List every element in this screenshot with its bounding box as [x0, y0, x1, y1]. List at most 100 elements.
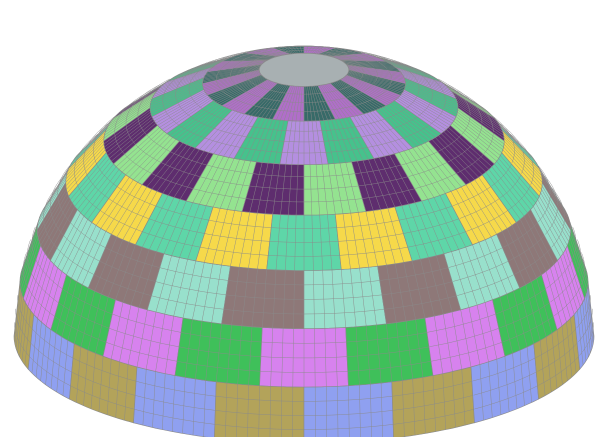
- mesh-line: [199, 246, 269, 256]
- mesh-line: [343, 77, 393, 103]
- mesh-line: [39, 192, 68, 242]
- mesh-line: [192, 154, 219, 203]
- mesh-line: [70, 371, 135, 396]
- mesh-line: [314, 46, 328, 54]
- mesh-line: [40, 196, 69, 246]
- mesh-line: [326, 386, 327, 437]
- mesh-line: [343, 62, 395, 67]
- mesh-line: [149, 197, 175, 250]
- mesh-line: [57, 193, 70, 223]
- mesh-line: [105, 114, 152, 150]
- mesh-line: [346, 332, 428, 343]
- mesh-line: [348, 71, 405, 89]
- mesh-line: [124, 364, 129, 421]
- mesh-line: [208, 63, 263, 71]
- mesh-line: [541, 189, 570, 238]
- mesh-line: [474, 179, 508, 229]
- mesh-line: [247, 83, 280, 115]
- mesh-line: [108, 327, 179, 347]
- mesh-line: [14, 290, 22, 345]
- mesh-line: [509, 234, 546, 261]
- mesh-line: [80, 166, 117, 214]
- mesh-line: [142, 195, 169, 248]
- mesh-line: [450, 191, 480, 243]
- mesh-line: [406, 95, 418, 109]
- mesh-line: [142, 369, 147, 426]
- mesh-line: [506, 228, 532, 282]
- mesh-line: [560, 256, 578, 311]
- mesh-line: [315, 85, 332, 120]
- mesh-line: [27, 252, 46, 307]
- mesh-line: [473, 123, 483, 144]
- mesh-line: [342, 60, 391, 65]
- mesh-line: [323, 120, 335, 164]
- mesh-line: [155, 255, 172, 313]
- mesh-line: [111, 313, 181, 333]
- mesh-line: [576, 295, 591, 329]
- mesh-line: [211, 76, 264, 100]
- mesh-line: [232, 81, 273, 111]
- mesh-line: [135, 380, 216, 397]
- mesh-line: [393, 408, 475, 425]
- mesh-line: [565, 249, 583, 303]
- mesh-line: [527, 212, 555, 265]
- mesh-line: [244, 118, 266, 161]
- mesh-line: [498, 123, 536, 162]
- mesh-line: [118, 129, 162, 170]
- mesh-line: [355, 97, 375, 106]
- mesh-line: [501, 231, 526, 285]
- mesh-line: [61, 219, 88, 272]
- mesh-line: [478, 242, 501, 297]
- mesh-line: [257, 49, 284, 56]
- mesh-line: [503, 221, 539, 248]
- mesh-line: [556, 329, 563, 385]
- mesh-line: [272, 163, 281, 215]
- mesh-line: [386, 265, 397, 323]
- mesh-line: [328, 52, 361, 57]
- mesh-line: [311, 214, 314, 271]
- mesh-line: [169, 151, 207, 166]
- mesh-line: [67, 149, 106, 193]
- mesh-line: [474, 385, 539, 410]
- mesh-line: [388, 104, 433, 140]
- mesh-line: [348, 68, 406, 83]
- mesh-line: [494, 163, 531, 210]
- mesh-line: [586, 290, 594, 345]
- mesh-line: [241, 268, 249, 326]
- mesh-line: [161, 68, 211, 87]
- mesh-line: [77, 118, 114, 156]
- mesh-line: [343, 77, 395, 101]
- mesh-line: [150, 80, 203, 104]
- mesh-line: [345, 75, 398, 99]
- mesh-line: [312, 46, 324, 54]
- mesh-line: [233, 97, 253, 106]
- mesh-line: [348, 68, 406, 81]
- mesh-line: [456, 114, 503, 150]
- mesh-line: [331, 269, 336, 328]
- mesh-line: [305, 86, 309, 122]
- mesh-line: [257, 162, 269, 214]
- mesh-line: [568, 241, 587, 295]
- mesh-line: [500, 155, 538, 200]
- mesh-line: [44, 202, 73, 254]
- mesh-line: [208, 75, 263, 97]
- mesh-line: [205, 157, 230, 206]
- mesh-line: [294, 214, 297, 271]
- mesh-line: [205, 322, 212, 381]
- mesh-line: [95, 296, 109, 354]
- mesh-line: [162, 147, 196, 194]
- mesh-line: [388, 62, 433, 77]
- mesh-line: [488, 169, 525, 217]
- mesh-line: [472, 244, 493, 300]
- mesh-line: [368, 267, 377, 325]
- mesh-line: [465, 184, 497, 235]
- mesh-line: [483, 110, 494, 132]
- mesh-line: [57, 301, 109, 329]
- mesh-line: [45, 329, 52, 385]
- mesh-line: [398, 96, 449, 128]
- mesh-line: [502, 132, 541, 173]
- mesh-line: [400, 95, 451, 126]
- mesh-line: [14, 322, 29, 356]
- mesh-line: [70, 126, 108, 166]
